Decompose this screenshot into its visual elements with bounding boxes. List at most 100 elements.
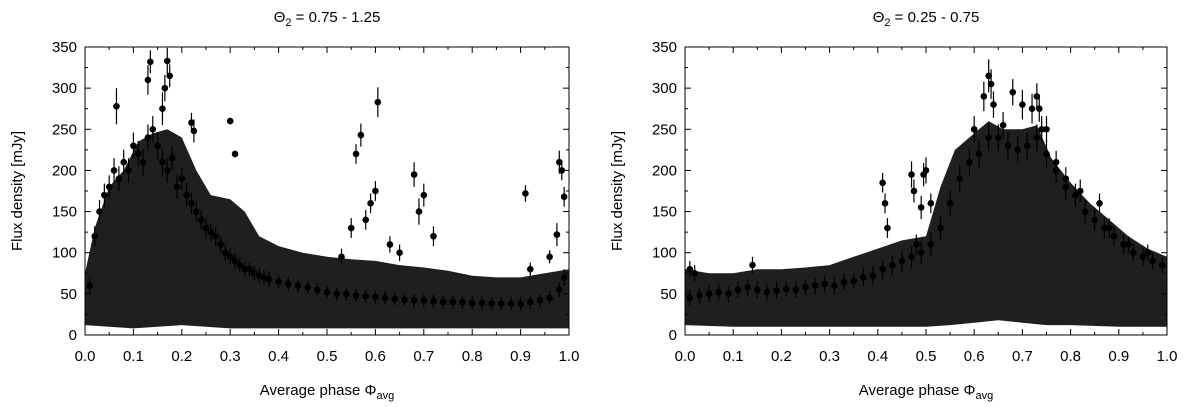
point-marker [888,261,896,269]
point-marker [188,119,195,127]
point-marker [372,293,379,301]
point-marker [478,299,486,307]
point-marker [144,134,152,141]
point-marker [773,287,780,294]
data-point [183,183,190,207]
point-marker [507,300,515,308]
data-point [908,246,915,268]
y-tick-label: 350 [652,39,677,56]
density-band-shape [685,121,1167,327]
point-marker [831,282,838,289]
y-tick-label: 250 [52,121,77,138]
data-point [888,255,896,275]
point-marker [1033,134,1041,141]
data-point [459,295,466,309]
point-marker [391,295,399,303]
point-marker [908,171,915,178]
point-marker [352,292,360,299]
point-marker [166,72,173,80]
data-point [999,112,1007,139]
data-point [154,132,161,159]
data-point [294,279,302,293]
data-point [430,226,437,247]
data-point [913,234,920,255]
point-marker [1035,105,1043,113]
y-tick-label: 150 [52,204,77,221]
data-point [553,223,561,247]
data-points [86,47,568,311]
x-axis-label-subscript: avg [377,390,395,402]
point-marker [1043,125,1050,133]
data-point [202,218,210,238]
data-point [946,190,954,217]
data-point [850,272,857,289]
point-marker [840,279,848,286]
x-tick-label: 0.1 [723,348,744,365]
x-tick-label: 0.2 [171,348,192,365]
point-marker [860,274,867,281]
data-point [869,266,877,285]
panel-right: 0.0 0.1 0.2 0.3 0.4 0.5 0.6 0.7 0.8 0.9 1.0 0 50 100… [609,9,1177,402]
point-marker [497,300,505,308]
data-point [937,215,944,241]
data-point [966,149,973,176]
panel-left: 0.0 0.1 0.2 0.3 0.4 0.5 0.6 0.7 0.8 0.9 1.0 0 50 100… [9,9,579,402]
x-tick-label: 0.3 [220,348,241,365]
data-point [884,218,891,238]
point-marker [188,200,195,207]
point-marker [937,224,944,232]
point-marker [86,282,94,289]
data-point [879,172,886,193]
point-marker [705,290,713,298]
point-marker [338,253,345,261]
data-point [1149,252,1156,270]
point-marker [222,249,229,257]
data-point [236,257,244,273]
point-marker [927,241,935,248]
point-marker [110,167,118,174]
point-marker [553,231,561,238]
data-point [1033,124,1041,151]
data-point [526,295,534,309]
data-point [410,162,418,187]
point-marker [168,154,176,162]
data-point [1101,217,1108,239]
data-point [898,250,906,272]
data-point [1033,83,1041,110]
point-marker [1023,142,1031,150]
point-marker [1033,93,1041,100]
data-point [212,227,219,246]
data-point [705,285,713,303]
data-point [763,283,771,301]
data-point [1139,247,1147,266]
data-point [284,277,292,291]
data-point [1043,116,1050,143]
data-point [226,117,234,125]
point-marker [1158,261,1166,269]
data-point [1091,209,1098,231]
data-point [725,285,732,303]
point-marker [410,171,418,178]
x-axis-ticks: 0.0 0.1 0.2 0.3 0.4 0.5 0.6 0.7 0.8 0.9 1.0 [675,47,1177,365]
data-point [115,166,123,191]
point-marker [231,257,239,265]
point-marker [1028,105,1036,113]
data-point [372,181,379,201]
point-marker [1072,191,1079,199]
data-point [188,192,195,215]
x-tick-label: 0.1 [123,348,144,365]
point-marker [922,167,930,174]
point-marker [811,282,819,289]
data-density-band [685,121,1167,327]
data-point [139,149,147,176]
data-point [401,293,408,307]
data-point [1072,183,1079,207]
y-tick-label: 100 [52,245,77,262]
data-point [396,244,403,261]
point-marker [372,187,379,195]
point-marker [352,150,360,158]
y-tick-label: 350 [52,39,77,56]
point-marker [946,200,954,207]
point-marker [381,294,389,302]
data-point [105,175,113,199]
